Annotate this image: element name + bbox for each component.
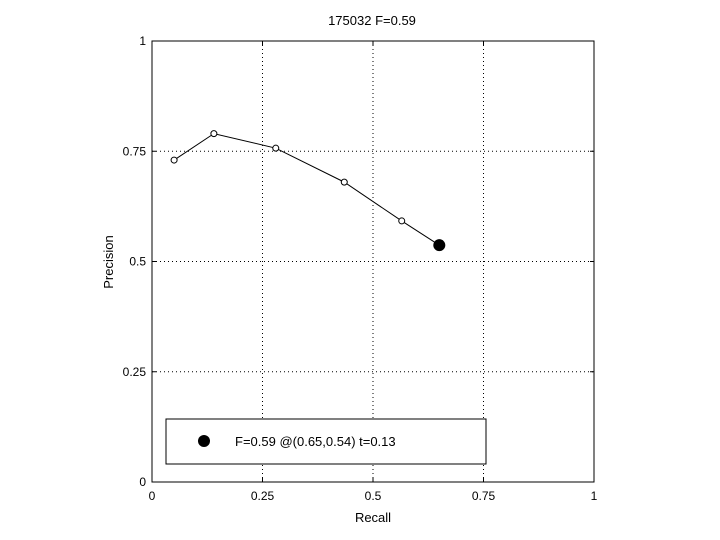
x-tick-label: 1 [591, 489, 598, 503]
y-tick-label: 0.5 [129, 255, 146, 269]
x-tick-label: 0.75 [472, 489, 496, 503]
axis-ticks [151, 40, 595, 483]
y-tick-label: 0.75 [123, 144, 147, 158]
series-line [173, 133, 440, 246]
y-tick-label: 0.25 [123, 365, 147, 379]
y-axis-label: Precision [101, 235, 116, 288]
y-tick-labels: 0 0.25 0.5 0.75 1 [123, 34, 147, 489]
x-tick-labels: 0 0.25 0.5 0.75 1 [149, 489, 598, 503]
legend: F=0.59 @(0.65,0.54) t=0.13 [165, 418, 487, 465]
chart-title: 175032 F=0.59 [328, 13, 416, 28]
legend-marker-icon [198, 435, 210, 447]
data-point [210, 130, 218, 138]
data-point [398, 217, 406, 225]
data-point [272, 144, 280, 152]
best-f-point [433, 239, 446, 252]
x-tick-label: 0.25 [251, 489, 275, 503]
x-tick-label: 0 [149, 489, 156, 503]
x-tick-label: 0.5 [365, 489, 382, 503]
legend-text: F=0.59 @(0.65,0.54) t=0.13 [235, 434, 396, 449]
data-point [340, 178, 348, 186]
series-layer [170, 130, 446, 252]
x-axis-label: Recall [355, 510, 391, 525]
grid-lines [152, 41, 594, 482]
y-tick-label: 0 [139, 475, 146, 489]
y-tick-label: 1 [139, 34, 146, 48]
legend-box [165, 418, 487, 465]
data-point [170, 156, 178, 164]
